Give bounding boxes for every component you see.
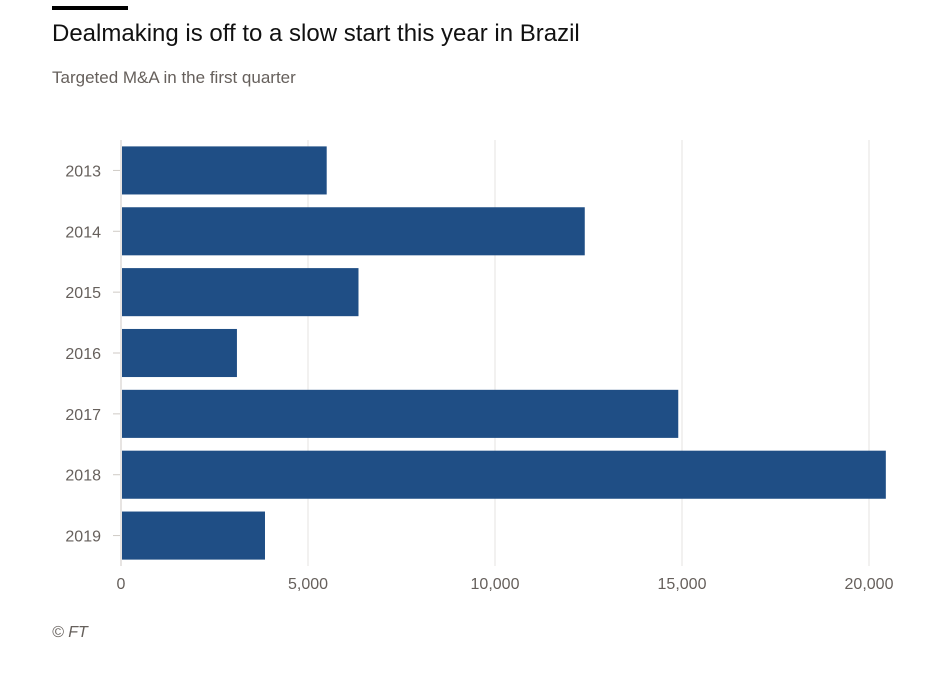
header-rule [52,6,128,10]
bar [122,450,886,499]
y-tick-label: 2018 [65,468,101,485]
chart-subtitle: Targeted M&A in the first quarter [52,68,296,87]
y-tick-label: 2017 [65,407,101,424]
bar [122,146,327,195]
x-tick-label: 0 [117,576,126,593]
y-tick-label: 2014 [65,224,101,241]
y-tick-label: 2019 [65,529,101,546]
x-tick-label: 15,000 [658,576,707,593]
source-credit: © FT [52,624,88,641]
bar [122,511,265,560]
x-tick-label: 20,000 [845,576,894,593]
bar [122,268,359,317]
x-tick-label: 10,000 [471,576,520,593]
x-tick-label: 5,000 [288,576,328,593]
chart-title: Dealmaking is off to a slow start this y… [52,20,580,47]
bar [122,207,585,256]
bar [122,389,679,438]
bar [122,328,237,378]
y-tick-label: 2013 [65,163,101,180]
y-tick-label: 2016 [65,346,101,363]
y-tick-label: 2015 [65,285,101,302]
